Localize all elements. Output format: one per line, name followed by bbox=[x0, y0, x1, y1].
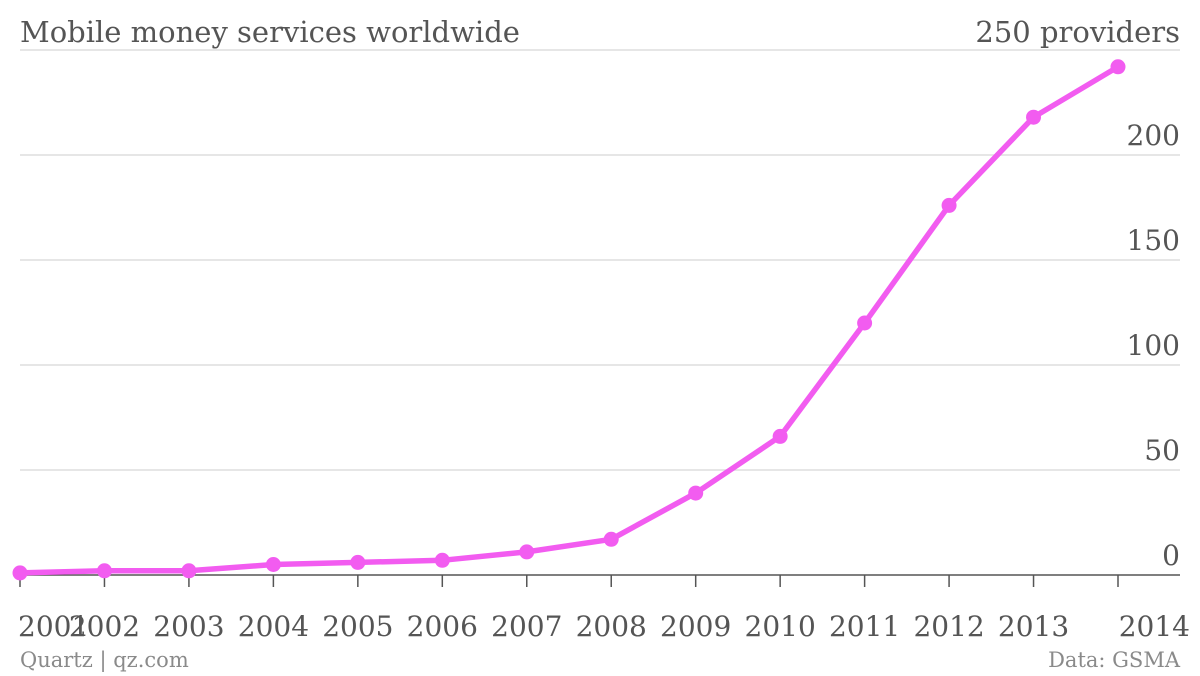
series-line bbox=[17, 64, 1121, 576]
x-tick-label: 2006 bbox=[407, 610, 478, 643]
x-tick-label: 2009 bbox=[660, 610, 731, 643]
x-tick-label: 2012 bbox=[913, 610, 984, 643]
x-tick-label: 2004 bbox=[238, 610, 309, 643]
x-tick-label: 2001 bbox=[18, 610, 89, 643]
x-tick-label: 2007 bbox=[491, 610, 562, 643]
x-tick-label: 2010 bbox=[745, 610, 816, 643]
series-layer bbox=[12, 59, 1126, 581]
x-tick-label: 2002 bbox=[69, 610, 140, 643]
x-tick-label: 2013 bbox=[998, 610, 1069, 643]
x-tick-label: 2014 bbox=[1119, 610, 1190, 643]
x-tick-label: 2011 bbox=[829, 610, 900, 643]
data-point bbox=[265, 557, 281, 572]
data-point bbox=[857, 315, 873, 331]
y-tick-label: 100 bbox=[1127, 329, 1180, 362]
data-point bbox=[519, 544, 535, 560]
y-axis: 0 50 100 150 200 bbox=[1127, 119, 1180, 572]
data-point bbox=[941, 197, 957, 213]
data-point bbox=[96, 563, 112, 579]
data-point bbox=[434, 552, 450, 568]
y-axis-unit-label: 250 providers bbox=[975, 15, 1180, 49]
x-tick-label: 2005 bbox=[322, 610, 393, 643]
data-point bbox=[1110, 59, 1126, 75]
y-tick-label: 0 bbox=[1162, 539, 1180, 572]
data-point bbox=[12, 565, 28, 581]
y-tick-label: 50 bbox=[1144, 434, 1180, 467]
chart-title: Mobile money services worldwide bbox=[20, 15, 520, 49]
y-tick-label: 200 bbox=[1127, 119, 1180, 152]
data-point bbox=[772, 428, 788, 444]
data-point bbox=[350, 554, 366, 570]
data-point bbox=[688, 485, 704, 501]
data-credit: Data: GSMA bbox=[1048, 648, 1181, 672]
y-tick-label: 150 bbox=[1127, 224, 1180, 257]
x-tick-label: 2008 bbox=[576, 610, 647, 643]
grid-lines bbox=[20, 49, 1180, 471]
data-point bbox=[603, 531, 619, 547]
data-point bbox=[181, 563, 197, 579]
x-tick-label: 2003 bbox=[153, 610, 224, 643]
source-credit: Quartz | qz.com bbox=[20, 648, 189, 673]
data-point bbox=[1026, 109, 1042, 125]
